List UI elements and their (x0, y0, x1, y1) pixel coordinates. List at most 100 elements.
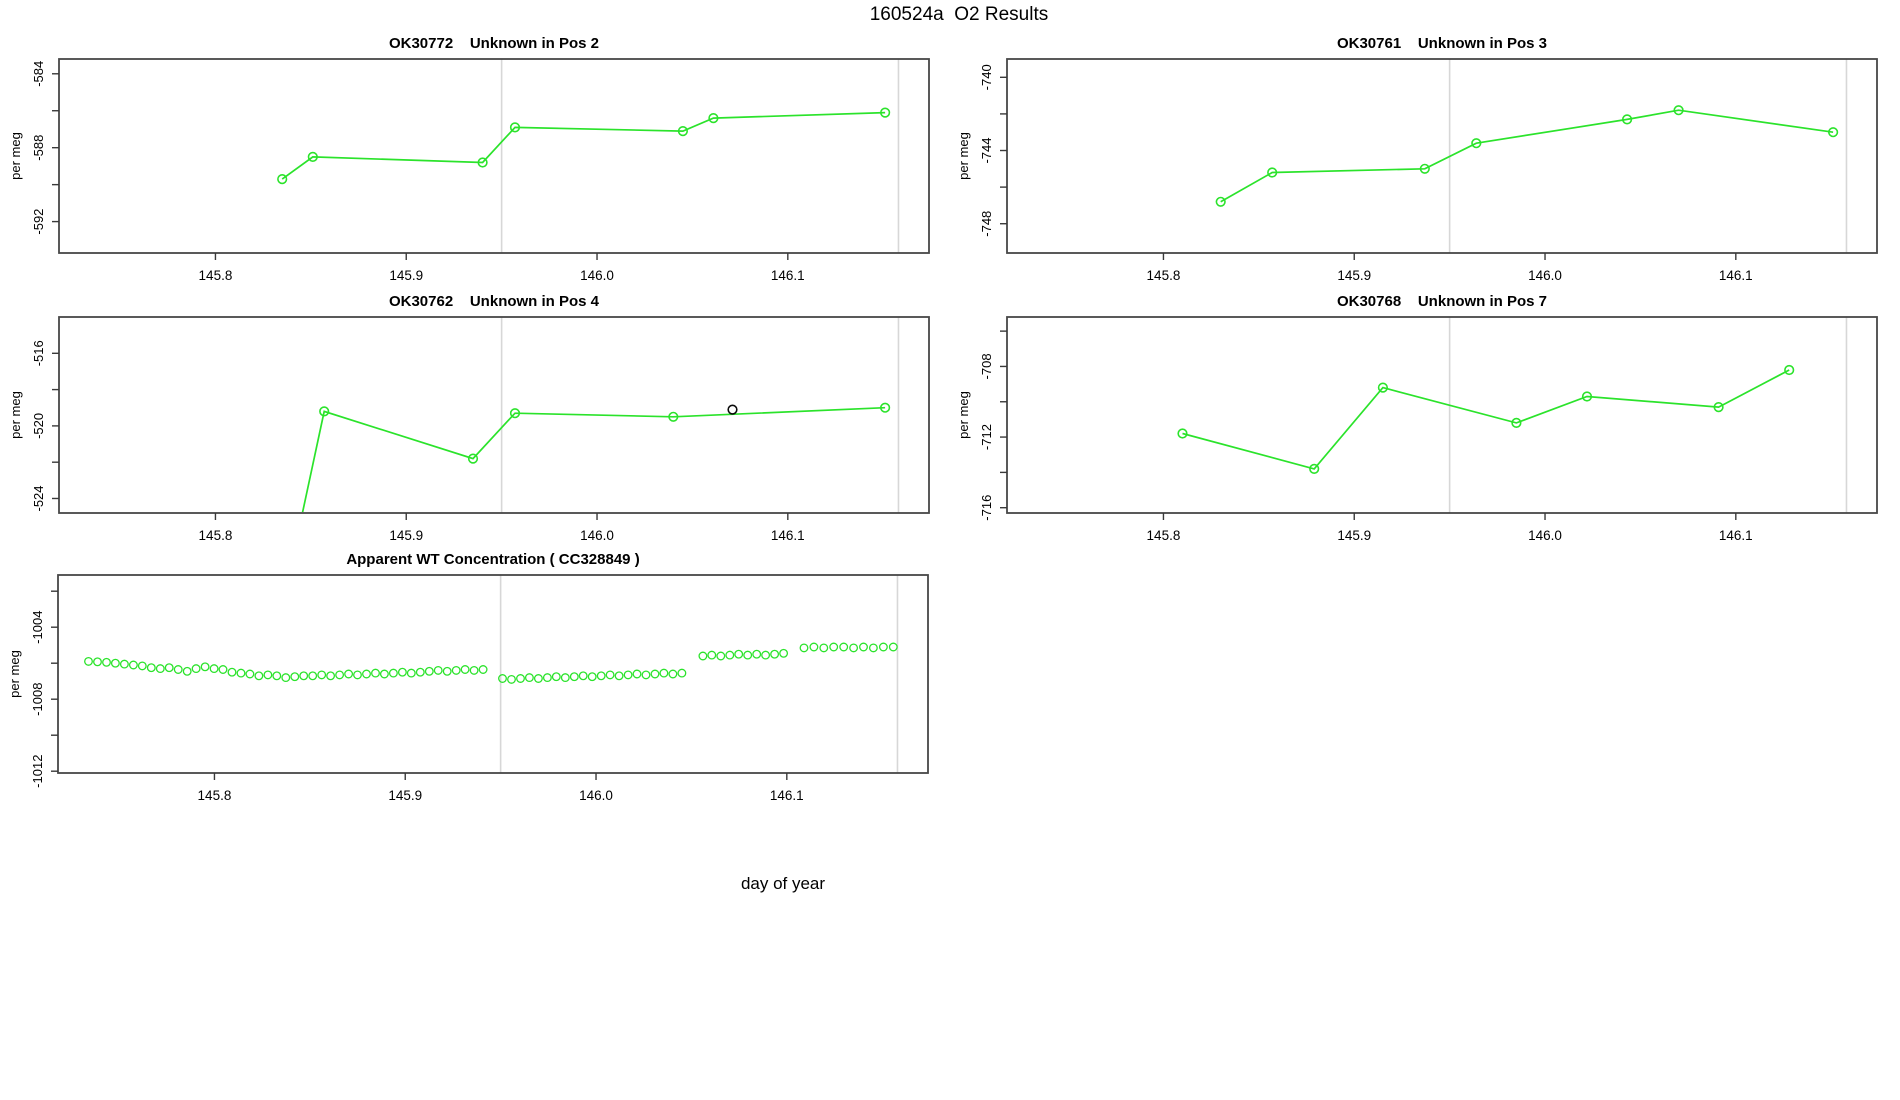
data-point (752, 649, 762, 659)
data-point (596, 671, 606, 681)
x-tick-label: 146.0 (1528, 528, 1562, 543)
data-point (524, 673, 534, 683)
data-point (227, 667, 237, 677)
series-line (301, 406, 886, 512)
data-point (641, 670, 651, 680)
panel-border (1006, 58, 1878, 254)
data-point (1827, 127, 1839, 138)
x-tick-label: 146.0 (580, 268, 614, 283)
x-tick-label: 145.8 (199, 528, 233, 543)
data-point (110, 658, 120, 668)
data-point (317, 670, 327, 680)
x-tick-label: 145.8 (199, 268, 233, 283)
series-group (278, 402, 891, 612)
data-point (509, 122, 521, 133)
data-point (578, 671, 588, 681)
data-point (272, 671, 282, 681)
y-tick-label: -524 (31, 485, 46, 511)
series-group (84, 642, 898, 684)
data-point (698, 651, 708, 661)
data-point (335, 670, 345, 680)
data-point (839, 642, 849, 652)
y-tick-label: -588 (31, 135, 46, 161)
data-point (290, 672, 300, 682)
series-group (277, 107, 891, 185)
x-tick-label: 145.9 (388, 788, 422, 803)
data-point (677, 668, 687, 678)
y-tick-label: -748 (979, 211, 994, 237)
data-point (467, 453, 479, 464)
data-point (779, 648, 789, 658)
data-point (1713, 402, 1724, 413)
data-point (191, 664, 201, 674)
main-title: 160524a O2 Results (869, 4, 1049, 25)
data-point (379, 669, 389, 679)
data-point (93, 657, 102, 667)
x-tick-label: 146.1 (1719, 268, 1753, 283)
data-point (849, 643, 859, 653)
data-point (761, 650, 771, 660)
y-tick-label: -1004 (30, 611, 45, 644)
data-point (469, 665, 479, 675)
data-point (362, 669, 371, 679)
y-axis-label: per meg (8, 391, 23, 439)
series-group (1215, 105, 1839, 207)
x-tick-label: 146.1 (771, 528, 805, 543)
data-point (734, 649, 744, 659)
y-tick-label: -1012 (30, 755, 45, 788)
x-tick-label: 146.1 (771, 268, 805, 283)
data-point (102, 657, 111, 667)
data-point (516, 674, 525, 683)
y-tick-label: -520 (31, 413, 46, 439)
data-point (344, 669, 354, 679)
panel-border (1006, 316, 1878, 514)
y-axis-label: per meg (956, 132, 971, 180)
x-tick-label: 146.0 (579, 788, 613, 803)
data-point (119, 659, 129, 669)
data-point (155, 664, 165, 674)
series-group (1177, 364, 1795, 475)
data-point (868, 643, 878, 653)
x-tick-label: 146.1 (1719, 528, 1753, 543)
data-point (146, 663, 156, 673)
y-axis-label: per meg (8, 132, 23, 180)
data-point (326, 671, 336, 681)
x-tick-label: 146.0 (1528, 268, 1562, 283)
panel-2: 145.8 145.9 146.0 146.1 -516 -520 -524 per meg (8, 316, 930, 612)
data-point (659, 668, 669, 678)
x-tick-label: 145.9 (389, 268, 423, 283)
data-point (245, 669, 255, 679)
y-tick-label: -744 (979, 137, 994, 163)
panel-3: 145.8 145.9 146.0 146.1 -708 -712 -716 per meg (956, 316, 1878, 543)
x-tick-label: 145.8 (1147, 268, 1181, 283)
data-point (200, 662, 210, 672)
y-tick-label: -516 (31, 340, 46, 366)
data-point (1621, 114, 1633, 125)
panel-1: 145.8 145.9 146.0 146.1 -740 -744 -748 per meg (956, 58, 1878, 283)
data-point (278, 603, 287, 612)
data-point (888, 642, 898, 652)
data-point (819, 643, 829, 653)
data-point (281, 673, 291, 683)
data-point (569, 672, 579, 682)
panel-title-ok30772: OK30772 Unknown in Pos 2 (388, 35, 600, 52)
data-point (878, 642, 888, 652)
data-point (498, 674, 507, 683)
data-point (397, 667, 407, 677)
y-tick-label: -1008 (30, 683, 45, 716)
data-point (668, 669, 678, 679)
data-point (879, 402, 891, 413)
data-point (587, 672, 597, 682)
data-point (799, 643, 809, 653)
x-tick-label: 145.9 (1337, 528, 1371, 543)
panel-border (57, 574, 929, 774)
panel-0: 145.8 145.9 146.0 146.1 -584 -588 -592 per meg (8, 58, 930, 283)
data-point (560, 673, 570, 683)
data-point (137, 661, 147, 671)
data-point (442, 666, 452, 676)
x-tick-label: 145.8 (1147, 528, 1181, 543)
y-tick-label: -592 (31, 209, 46, 235)
data-point (406, 668, 416, 678)
data-point (677, 126, 689, 137)
